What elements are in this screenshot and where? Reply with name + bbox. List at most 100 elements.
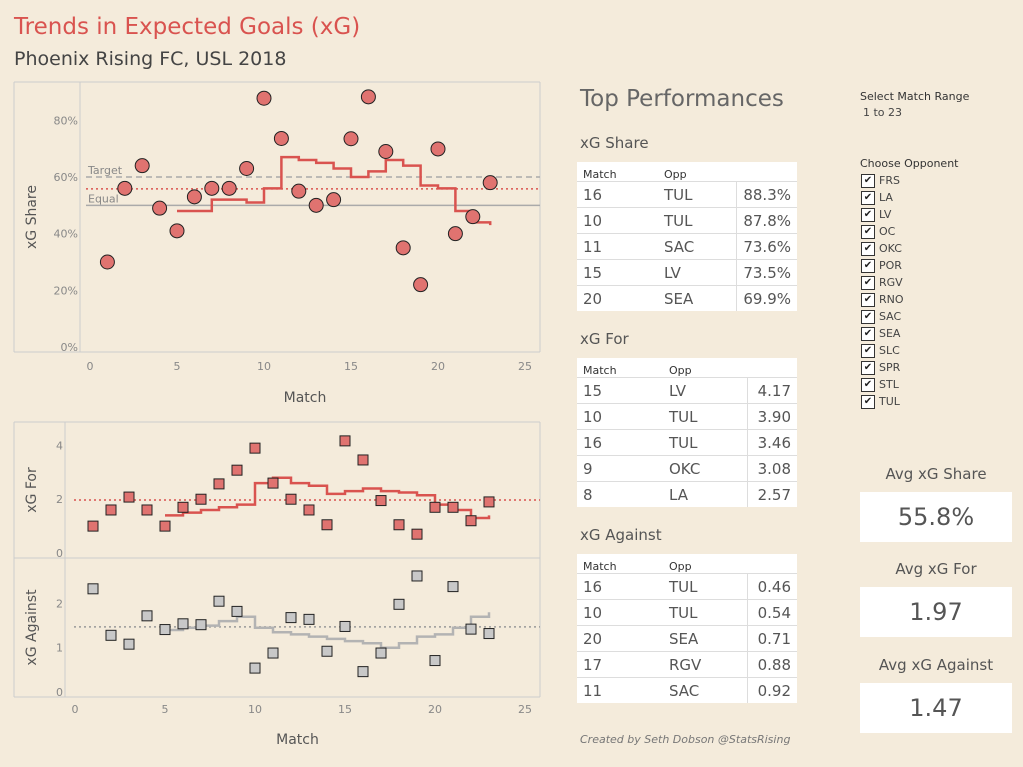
checkbox-check-icon[interactable]: ✔	[861, 394, 875, 409]
data-point[interactable]	[393, 519, 405, 531]
data-point[interactable]	[134, 158, 150, 174]
table-row[interactable]: 11 SAC 73.6%	[577, 233, 797, 260]
opponent-checkbox-rno[interactable]: ✔ RNO	[861, 291, 904, 308]
data-point[interactable]	[465, 209, 481, 225]
data-point[interactable]	[430, 141, 446, 157]
data-point[interactable]	[123, 638, 135, 650]
data-point[interactable]	[195, 493, 207, 505]
data-point[interactable]	[482, 175, 498, 191]
data-point[interactable]	[123, 491, 135, 503]
opponent-checkbox-oc[interactable]: ✔ OC	[861, 223, 904, 240]
data-point[interactable]	[159, 520, 171, 532]
table-row[interactable]: 9 OKC 3.08	[577, 455, 797, 482]
data-point[interactable]	[177, 501, 189, 513]
data-point[interactable]	[447, 501, 459, 513]
checkbox-check-icon[interactable]: ✔	[861, 292, 875, 307]
table-row[interactable]: 10 TUL 87.8%	[577, 207, 797, 234]
data-point[interactable]	[321, 645, 333, 657]
opponent-checkbox-sea[interactable]: ✔ SEA	[861, 325, 904, 342]
data-point[interactable]	[429, 655, 441, 667]
opponent-checkbox-lv[interactable]: ✔ LV	[861, 206, 904, 223]
checkbox-check-icon[interactable]: ✔	[861, 224, 875, 239]
data-point[interactable]	[221, 180, 237, 196]
data-point[interactable]	[267, 477, 279, 489]
table-row[interactable]: 20 SEA 0.71	[577, 625, 797, 652]
data-point[interactable]	[285, 493, 297, 505]
table-row[interactable]: 15 LV 73.5%	[577, 259, 797, 286]
opponent-checkbox-rgv[interactable]: ✔ RGV	[861, 274, 904, 291]
match-range-value[interactable]: 1 to 23	[863, 106, 903, 119]
opponent-checkbox-spr[interactable]: ✔ SPR	[861, 359, 904, 376]
checkbox-check-icon[interactable]: ✔	[861, 190, 875, 205]
data-point[interactable]	[378, 144, 394, 159]
data-point[interactable]	[357, 454, 369, 466]
data-point[interactable]	[375, 647, 387, 659]
table-row[interactable]: 16 TUL 88.3%	[577, 181, 797, 208]
data-point[interactable]	[213, 478, 225, 490]
data-point[interactable]	[321, 519, 333, 531]
data-point[interactable]	[411, 528, 423, 540]
data-point[interactable]	[465, 515, 477, 527]
data-point[interactable]	[411, 570, 423, 582]
checkbox-check-icon[interactable]: ✔	[861, 309, 875, 324]
opponent-checkbox-stl[interactable]: ✔ STL	[861, 376, 904, 393]
data-point[interactable]	[239, 161, 255, 176]
table-row[interactable]: 16 TUL 3.46	[577, 429, 797, 456]
opponent-checkbox-sac[interactable]: ✔ SAC	[861, 308, 904, 325]
data-point[interactable]	[249, 662, 261, 674]
data-point[interactable]	[141, 610, 153, 622]
data-point[interactable]	[375, 495, 387, 507]
checkbox-check-icon[interactable]: ✔	[861, 173, 875, 188]
data-point[interactable]	[413, 277, 429, 293]
data-point[interactable]	[447, 226, 463, 242]
data-point[interactable]	[393, 598, 405, 610]
checkbox-check-icon[interactable]: ✔	[861, 241, 875, 256]
data-point[interactable]	[249, 442, 261, 454]
data-point[interactable]	[483, 628, 495, 640]
data-point[interactable]	[204, 180, 220, 196]
data-point[interactable]	[117, 180, 133, 196]
opponent-checkbox-frs[interactable]: ✔ FRS	[861, 172, 904, 189]
data-point[interactable]	[326, 192, 342, 208]
data-point[interactable]	[360, 89, 376, 105]
data-point[interactable]	[429, 501, 441, 513]
data-point[interactable]	[303, 504, 315, 516]
checkbox-check-icon[interactable]: ✔	[861, 377, 875, 392]
data-point[interactable]	[357, 666, 369, 678]
checkbox-check-icon[interactable]: ✔	[861, 275, 875, 290]
table-row[interactable]: 8 LA 2.57	[577, 481, 797, 507]
table-row[interactable]: 10 TUL 3.90	[577, 403, 797, 430]
data-point[interactable]	[186, 189, 202, 205]
opponent-checkbox-slc[interactable]: ✔ SLC	[861, 342, 904, 359]
data-point[interactable]	[447, 581, 459, 593]
data-point[interactable]	[159, 624, 171, 636]
data-point[interactable]	[339, 435, 351, 447]
data-point[interactable]	[195, 619, 207, 631]
data-point[interactable]	[291, 183, 307, 199]
table-row[interactable]: 15 LV 4.17	[577, 377, 797, 404]
data-point[interactable]	[105, 629, 117, 641]
data-point[interactable]	[213, 595, 225, 607]
data-point[interactable]	[169, 223, 185, 239]
data-point[interactable]	[141, 504, 153, 516]
data-point[interactable]	[256, 90, 272, 106]
table-row[interactable]: 20 SEA 69.9%	[577, 285, 797, 311]
opponent-checkbox-okc[interactable]: ✔ OKC	[861, 240, 904, 257]
data-point[interactable]	[105, 504, 117, 516]
checkbox-check-icon[interactable]: ✔	[861, 207, 875, 222]
table-row[interactable]: 16 TUL 0.46	[577, 573, 797, 600]
data-point[interactable]	[99, 254, 115, 270]
data-point[interactable]	[465, 623, 477, 635]
data-point[interactable]	[87, 583, 99, 595]
data-point[interactable]	[231, 464, 243, 476]
data-point[interactable]	[285, 612, 297, 624]
opponent-checkbox-la[interactable]: ✔ LA	[861, 189, 904, 206]
data-point[interactable]	[308, 197, 324, 213]
data-point[interactable]	[87, 520, 99, 532]
checkbox-check-icon[interactable]: ✔	[861, 360, 875, 375]
data-point[interactable]	[483, 496, 495, 508]
table-row[interactable]: 10 TUL 0.54	[577, 599, 797, 626]
checkbox-check-icon[interactable]: ✔	[861, 343, 875, 358]
data-point[interactable]	[343, 131, 359, 147]
data-point[interactable]	[177, 618, 189, 630]
